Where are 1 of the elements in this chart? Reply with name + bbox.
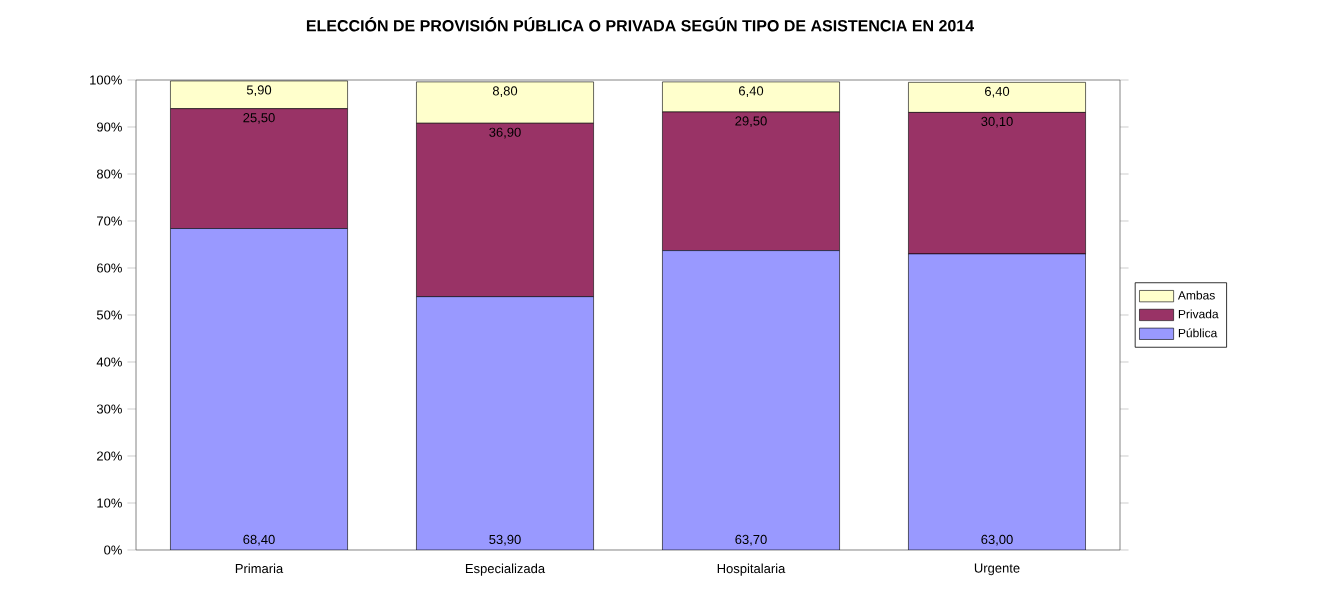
chart-title: ELECCIÓN DE PROVISIÓN PÚBLICA O PRIVADA SEGÚN TIPO DE ASISTENCIA EN 2014	[306, 17, 975, 32]
